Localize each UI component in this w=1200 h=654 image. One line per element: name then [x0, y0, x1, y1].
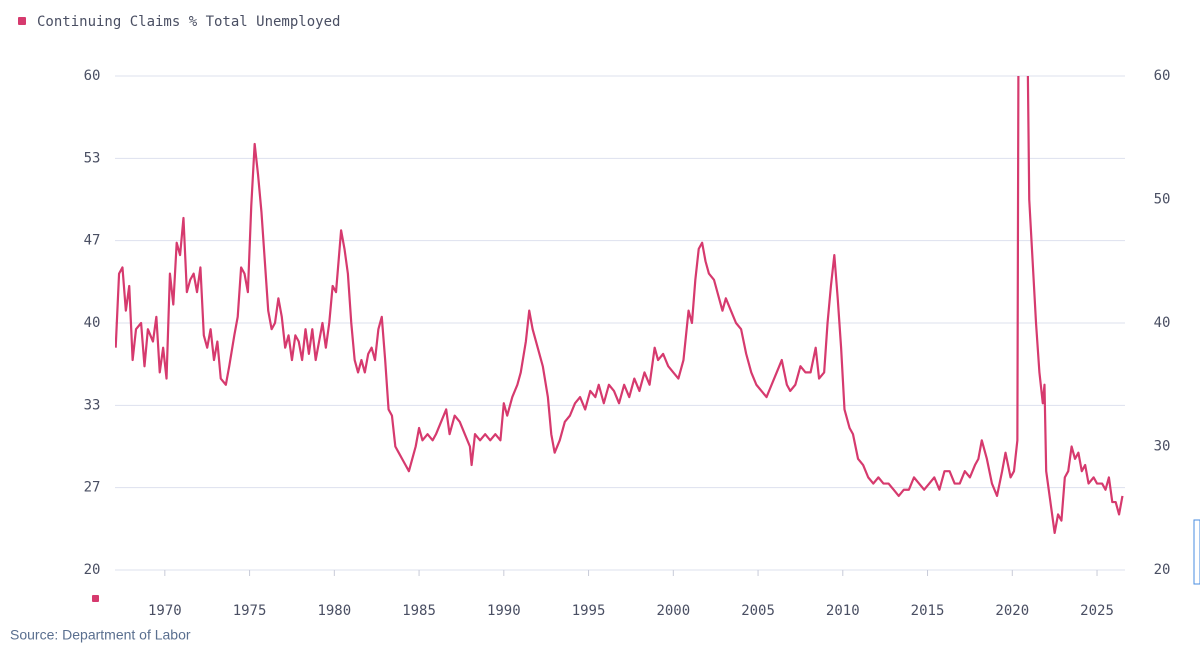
x-tick-label: 1975	[233, 603, 267, 619]
y2-tick-label: 30	[1154, 439, 1171, 455]
source: Source: Department of Labor	[10, 627, 191, 643]
legend-label: Continuing Claims % Total Unemployed	[37, 14, 340, 30]
y-tick-label: 27	[84, 480, 101, 496]
axis-marker	[92, 595, 99, 602]
y2-tick-label: 40	[1154, 315, 1171, 331]
x-tick-label: 2010	[826, 603, 860, 619]
x-tick-label: 1980	[317, 603, 351, 619]
y-tick-label: 33	[84, 397, 101, 413]
x-tick-label: 2015	[911, 603, 945, 619]
edge-widget	[1193, 519, 1200, 585]
plot-area	[115, 76, 1124, 535]
x-tick-label: 1990	[487, 603, 521, 619]
line-series	[115, 76, 1124, 535]
x-tick-label: 1985	[402, 603, 436, 619]
x-tick-label: 2005	[741, 603, 775, 619]
y2-tick-label: 20	[1154, 562, 1171, 578]
x-tick-label: 1995	[572, 603, 606, 619]
y2-tick-label: 50	[1154, 192, 1171, 208]
x-tick-label: 1970	[148, 603, 182, 619]
x-tick-label: 2020	[995, 603, 1029, 619]
y-tick-label: 60	[84, 68, 101, 84]
y-tick-label: 40	[84, 315, 101, 331]
x-tick-label: 2000	[656, 603, 690, 619]
legend-swatch	[18, 17, 26, 25]
y-tick-label: 53	[84, 150, 101, 166]
y-tick-label: 20	[84, 562, 101, 578]
y2-tick-label: 60	[1154, 68, 1171, 84]
y-tick-label: 47	[84, 233, 101, 249]
x-tick-label: 2025	[1080, 603, 1114, 619]
